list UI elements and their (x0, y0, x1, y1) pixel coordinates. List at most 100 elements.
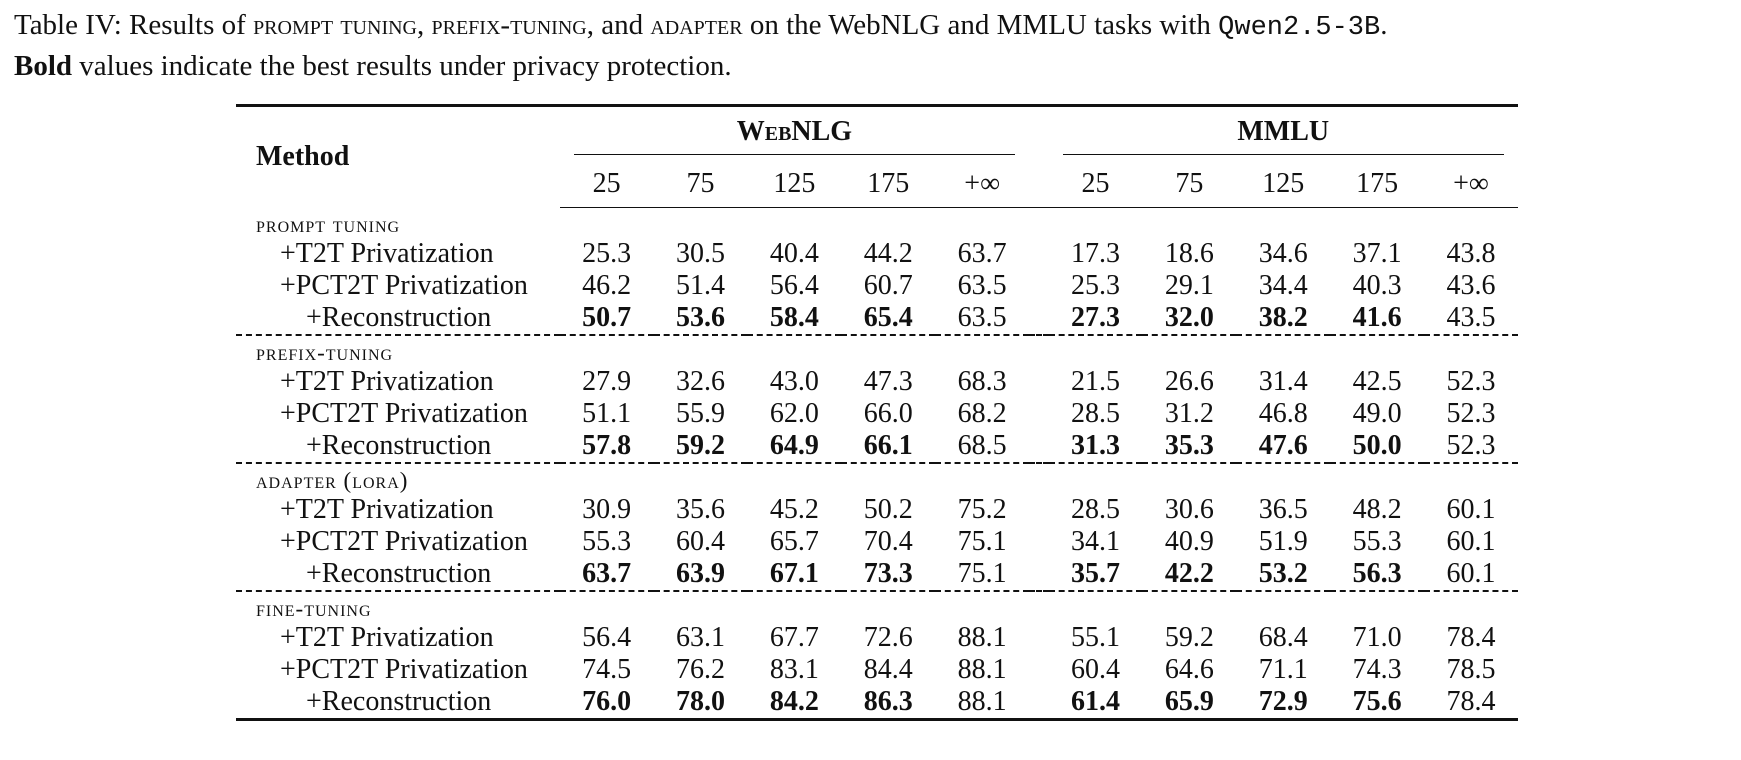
mmlu-value-cell: 34.6 (1258, 238, 1308, 269)
table-row: +Reconstruction 63.7 63.9 67.1 73.3 75.1 35.7 4… (236, 558, 1518, 592)
table-row: +Reconstruction 50.7 53.6 58.4 65.4 63.5 27.3 3… (236, 302, 1518, 336)
row-label: +T2T Privatization (280, 622, 494, 653)
column-header: +∞ (935, 161, 1030, 208)
webnlg-value-cell: 68.3 (957, 366, 1007, 397)
webnlg-value-cell: 73.3 (841, 558, 936, 592)
caption-prefix: Table IV: Results of (14, 9, 254, 41)
webnlg-value-cell: 46.2 (582, 270, 632, 301)
mmlu-value-cell: 78.5 (1446, 654, 1496, 685)
webnlg-value-cell: 58.4 (747, 302, 842, 336)
webnlg-value-cell: 25.3 (582, 238, 632, 269)
section-row: prefix-tuning (236, 335, 1518, 366)
mmlu-value-cell: 78.4 (1446, 686, 1496, 717)
mmlu-value-cell: 48.2 (1352, 494, 1402, 525)
webnlg-value-cell: 62.0 (769, 398, 819, 429)
mmlu-value-cell: 34.4 (1258, 270, 1308, 301)
row-label: +T2T Privatization (280, 238, 494, 269)
webnlg-value-cell: 75.1 (957, 526, 1007, 557)
row-label: +Reconstruction (306, 686, 492, 717)
mmlu-value-cell: 55.1 (1070, 622, 1120, 653)
mmlu-value-cell: 60.1 (1424, 558, 1518, 592)
webnlg-value-cell: 74.5 (582, 654, 632, 685)
mmlu-value-cell: 29.1 (1164, 270, 1214, 301)
webnlg-value-cell: 65.4 (841, 302, 936, 336)
column-header: 175 (1330, 161, 1425, 208)
mmlu-value-cell: 68.4 (1258, 622, 1308, 653)
section-label: prefix-tuning (256, 340, 394, 365)
webnlg-value-cell: 30.5 (676, 238, 726, 269)
webnlg-value-cell: 35.6 (676, 494, 726, 525)
webnlg-value-cell: 51.1 (582, 398, 632, 429)
mmlu-value-cell: 60.1 (1446, 494, 1496, 525)
webnlg-value-cell: 56.4 (769, 270, 819, 301)
mmlu-value-cell: 47.6 (1236, 430, 1331, 464)
webnlg-value-cell: 56.4 (582, 622, 632, 653)
webnlg-value-cell: 78.0 (676, 686, 726, 717)
caption-mid: on the WebNLG and MMLU tasks with (742, 9, 1219, 41)
webnlg-value-cell: 65.7 (769, 526, 819, 557)
webnlg-value-cell: 30.9 (582, 494, 632, 525)
mmlu-value-cell: 71.0 (1352, 622, 1402, 653)
webnlg-value-cell: 86.3 (863, 686, 913, 717)
header-row-groups: Method WebNLG MMLU (236, 105, 1518, 172)
webnlg-value-cell: 68.2 (957, 398, 1007, 429)
mmlu-value-cell: 74.3 (1352, 654, 1402, 685)
table-row: +PCT2T Privatization 46.2 51.4 56.4 60.7 63.5… (236, 270, 1518, 302)
row-label: +PCT2T Privatization (280, 270, 528, 301)
mmlu-value-cell: 37.1 (1352, 238, 1402, 269)
group-header-webnlg-label: WebNLG (573, 116, 1016, 155)
webnlg-value-cell: 63.9 (653, 558, 748, 592)
group-header-mmlu-label: MMLU (1062, 116, 1504, 155)
section-row: adapter (lora) (236, 463, 1518, 494)
mmlu-value-cell: 31.2 (1164, 398, 1214, 429)
mmlu-value-cell: 49.0 (1352, 398, 1402, 429)
mmlu-value-cell: 52.3 (1446, 366, 1496, 397)
row-label: +PCT2T Privatization (280, 398, 528, 429)
webnlg-value-cell: 57.8 (559, 430, 654, 464)
results-table-container: Method WebNLG MMLU 25 75 125 175 +∞ 25 7… (236, 104, 1518, 721)
column-header: 175 (841, 161, 936, 208)
webnlg-value-cell: 47.3 (863, 366, 913, 397)
caption-method-prefix-tuning: prefix-tuning (431, 9, 587, 41)
row-label: +PCT2T Privatization (280, 526, 528, 557)
table-row: +T2T Privatization 25.3 30.5 40.4 44.2 63.7 17… (236, 238, 1518, 270)
mmlu-value-cell: 52.3 (1424, 430, 1518, 464)
mmlu-value-cell: 56.3 (1330, 558, 1425, 592)
section-row: prompt tuning (236, 208, 1518, 239)
mmlu-value-cell: 42.5 (1352, 366, 1402, 397)
webnlg-value-cell: 51.4 (676, 270, 726, 301)
webnlg-value-cell: 43.0 (769, 366, 819, 397)
webnlg-value-cell: 44.2 (863, 238, 913, 269)
mmlu-value-cell: 30.6 (1164, 494, 1214, 525)
webnlg-value-cell: 67.7 (769, 622, 819, 653)
mmlu-value-cell: 26.6 (1164, 366, 1214, 397)
caption-model-name: Qwen2.5-3B (1218, 13, 1381, 43)
webnlg-value-cell: 50.7 (559, 302, 654, 336)
row-label: +T2T Privatization (280, 494, 494, 525)
mmlu-value-cell: 46.8 (1258, 398, 1308, 429)
mmlu-value-cell: 75.6 (1352, 686, 1402, 717)
table-row: +PCT2T Privatization 74.5 76.2 83.1 84.4 88.1… (236, 654, 1518, 686)
row-label: +T2T Privatization (280, 366, 494, 397)
webnlg-value-cell: 76.0 (582, 686, 632, 717)
webnlg-value-cell: 63.1 (676, 622, 726, 653)
webnlg-value-cell: 45.2 (769, 494, 819, 525)
mmlu-value-cell: 43.6 (1446, 270, 1496, 301)
mmlu-value-cell: 53.2 (1236, 558, 1331, 592)
mmlu-value-cell: 35.3 (1142, 430, 1237, 464)
mmlu-value-cell: 17.3 (1070, 238, 1120, 269)
webnlg-value-cell: 70.4 (863, 526, 913, 557)
table-body: prompt tuning +T2T Privatization 25.3 30.5 4… (236, 208, 1518, 720)
mmlu-value-cell: 72.9 (1258, 686, 1308, 717)
webnlg-value-cell: 83.1 (769, 654, 819, 685)
caption-method-adapter: adapter (650, 9, 743, 41)
webnlg-value-cell: 27.9 (582, 366, 632, 397)
column-header: 125 (747, 161, 842, 208)
webnlg-value-cell: 63.7 (559, 558, 654, 592)
column-header: 25 (559, 161, 654, 208)
webnlg-value-cell: 63.5 (957, 270, 1007, 301)
row-label: +Reconstruction (236, 558, 560, 592)
webnlg-value-cell: 76.2 (676, 654, 726, 685)
mmlu-value-cell: 34.1 (1070, 526, 1120, 557)
mmlu-value-cell: 60.4 (1070, 654, 1120, 685)
